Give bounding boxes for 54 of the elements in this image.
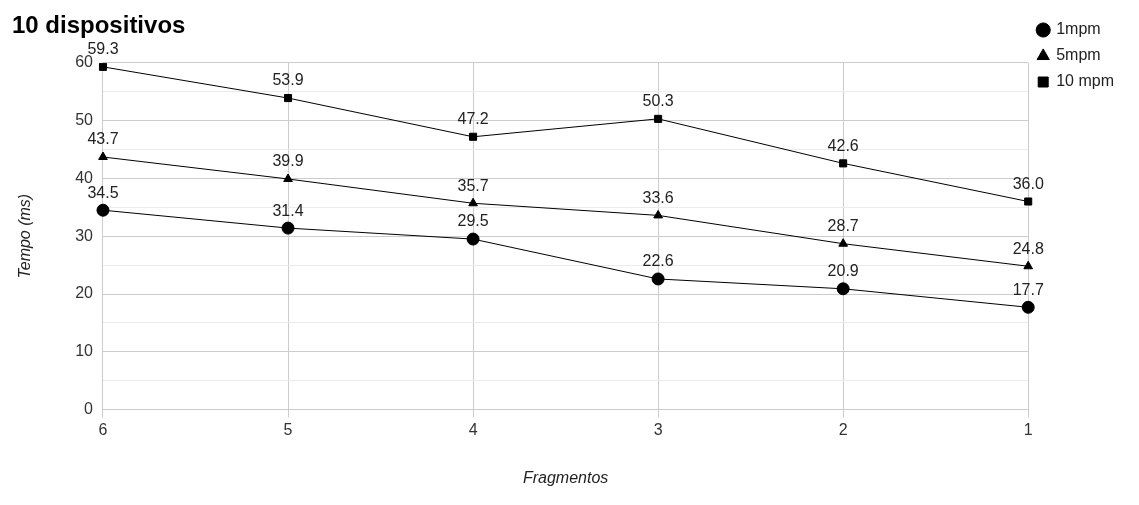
x-tick-label: 1	[1023, 420, 1033, 438]
data-label: 22.6	[642, 252, 674, 270]
legend-label: 5mpm	[1056, 46, 1101, 64]
point	[98, 151, 108, 161]
y-tick-label: 0	[84, 400, 94, 418]
y-tick-label: 40	[75, 168, 94, 186]
point	[284, 94, 293, 103]
data-label: 34.5	[87, 183, 119, 201]
x-tick-label: 3	[653, 420, 663, 438]
data-label: 47.2	[457, 110, 489, 128]
data-label: 24.8	[1012, 239, 1044, 257]
data-label: 29.5	[457, 212, 489, 230]
y-tick-label: 30	[75, 226, 94, 244]
point	[839, 159, 848, 168]
data-label: 39.9	[272, 152, 304, 170]
point	[283, 173, 293, 182]
point	[98, 62, 108, 71]
data-label: 53.9	[272, 71, 304, 89]
point	[469, 132, 478, 141]
point	[468, 197, 478, 207]
y-tick-label: 60	[75, 53, 94, 71]
legend-label: 1mpm	[1056, 20, 1101, 38]
data-label: 33.6	[642, 188, 674, 206]
chart-title: 10 dispositivos	[12, 11, 186, 39]
data-label: 35.7	[457, 176, 489, 194]
point	[653, 209, 663, 219]
point	[836, 282, 850, 296]
x-tick-label: 2	[838, 420, 848, 438]
data-label: 31.4	[272, 201, 304, 219]
point	[654, 114, 663, 123]
data-label: 17.7	[1012, 280, 1044, 298]
point	[651, 272, 665, 286]
point	[1021, 300, 1035, 314]
y-axis-title: Tempo (ms)	[16, 193, 34, 279]
point	[1024, 197, 1033, 206]
data-label: 50.3	[642, 92, 674, 110]
x-tick-label: 6	[98, 420, 108, 438]
point	[281, 221, 295, 235]
point	[96, 203, 110, 217]
point	[838, 238, 848, 247]
data-label: 42.6	[827, 136, 859, 154]
data-label: 43.7	[87, 130, 119, 148]
x-tick-label: 5	[283, 420, 293, 438]
data-label: 36.0	[1012, 174, 1044, 192]
y-tick-label: 20	[75, 284, 94, 302]
data-label: 28.7	[827, 217, 859, 235]
y-tick-label: 50	[75, 111, 94, 129]
point	[1023, 260, 1034, 270]
legend-label: 10 mpm	[1056, 72, 1114, 90]
x-tick-label: 4	[468, 420, 478, 438]
point	[466, 232, 480, 246]
y-tick-label: 10	[75, 342, 94, 360]
x-axis-title: Fragmentos	[522, 468, 609, 486]
data-label: 20.9	[827, 262, 859, 280]
